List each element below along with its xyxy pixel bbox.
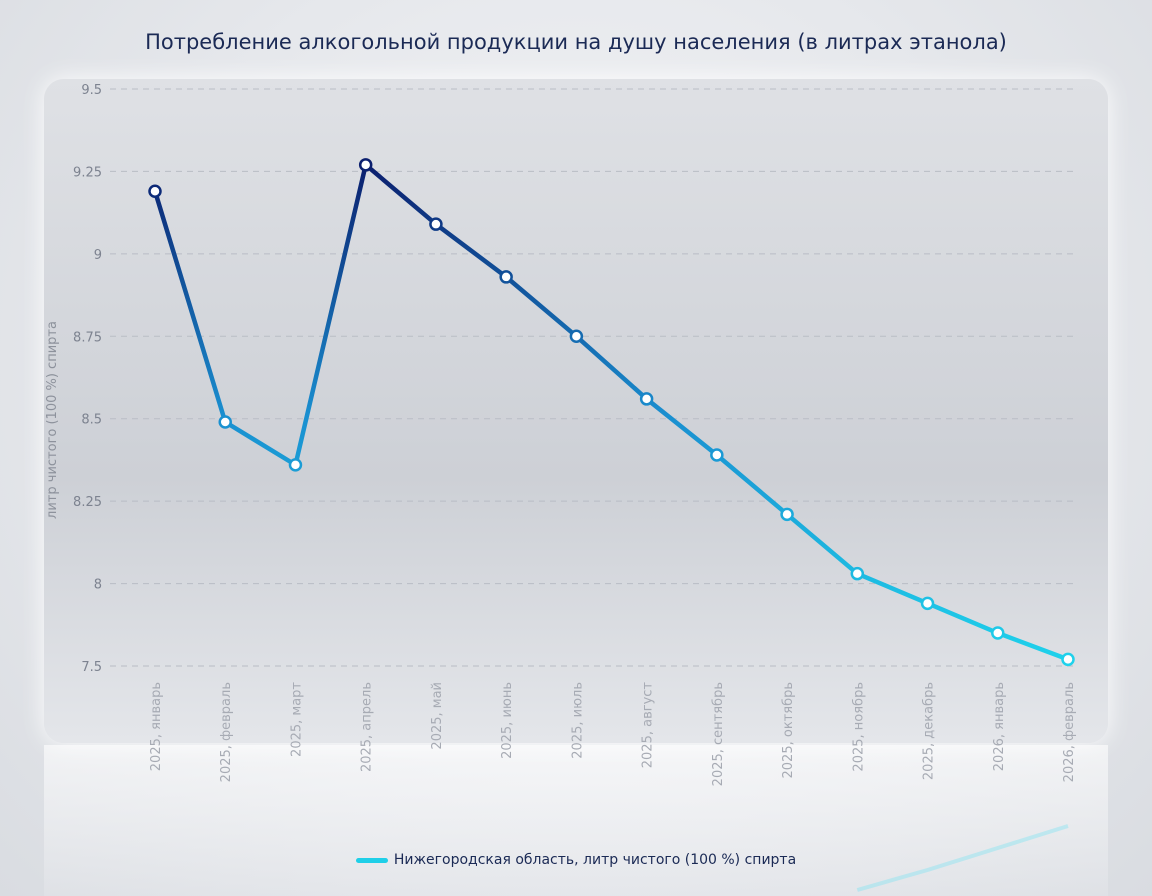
y-tick-label: 9.25	[73, 165, 102, 180]
series-reflection	[856, 824, 1069, 892]
data-point[interactable]	[850, 566, 865, 581]
data-point[interactable]	[499, 270, 513, 284]
x-tick-label: 2025, июнь	[500, 682, 515, 759]
data-point[interactable]	[710, 448, 724, 462]
x-tick-label: 2026, январь	[992, 682, 1007, 771]
data-point[interactable]	[148, 184, 162, 198]
y-tick-label: 8.75	[73, 330, 102, 345]
data-point[interactable]	[358, 158, 373, 172]
x-tick-label: 2025, ноябрь	[851, 682, 866, 772]
x-tick-label: 2026, февраль	[1062, 682, 1077, 782]
y-axis-label: литр чистого (100 %) спирта	[45, 321, 60, 519]
data-point[interactable]	[780, 507, 794, 522]
x-tick-label: 2025, октябрь	[781, 682, 796, 778]
y-tick-label: 8.5	[81, 413, 102, 428]
data-point[interactable]	[218, 415, 232, 429]
data-point[interactable]	[1061, 652, 1075, 667]
x-tick-label: 2025, август	[641, 682, 656, 769]
y-tick-label: 7.5	[81, 660, 102, 675]
legend[interactable]: Нижегородская область, литр чистого (100…	[0, 852, 1152, 868]
data-point[interactable]	[639, 392, 654, 406]
series-line	[152, 162, 1071, 662]
data-point[interactable]	[288, 458, 303, 472]
y-tick-label: 8	[94, 578, 102, 593]
x-tick-label: 2025, май	[430, 682, 445, 750]
legend-swatch	[355, 857, 388, 863]
x-tick-label: 2025, июль	[570, 682, 585, 759]
y-tick-label: 9	[94, 248, 102, 263]
x-tick-label: 2025, апрель	[360, 682, 375, 772]
data-point[interactable]	[991, 626, 1005, 640]
x-tick-label: 2025, декабрь	[922, 682, 937, 780]
floor-reflection	[44, 745, 1108, 896]
x-tick-label: 2025, сентябрь	[711, 682, 726, 786]
y-tick-label: 8.25	[73, 495, 102, 510]
y-tick-label: 9.5	[81, 83, 102, 98]
x-tick-label: 2025, март	[289, 682, 304, 757]
x-tick-label: 2025, февраль	[219, 682, 234, 782]
x-tick-label: 2025, январь	[149, 682, 164, 771]
data-point[interactable]	[920, 596, 935, 611]
data-point[interactable]	[429, 217, 443, 231]
data-point[interactable]	[569, 329, 584, 344]
chart-title: Потребление алкогольной продукции на душ…	[145, 30, 1007, 54]
legend-label: Нижегородская область, литр чистого (100…	[393, 852, 797, 868]
